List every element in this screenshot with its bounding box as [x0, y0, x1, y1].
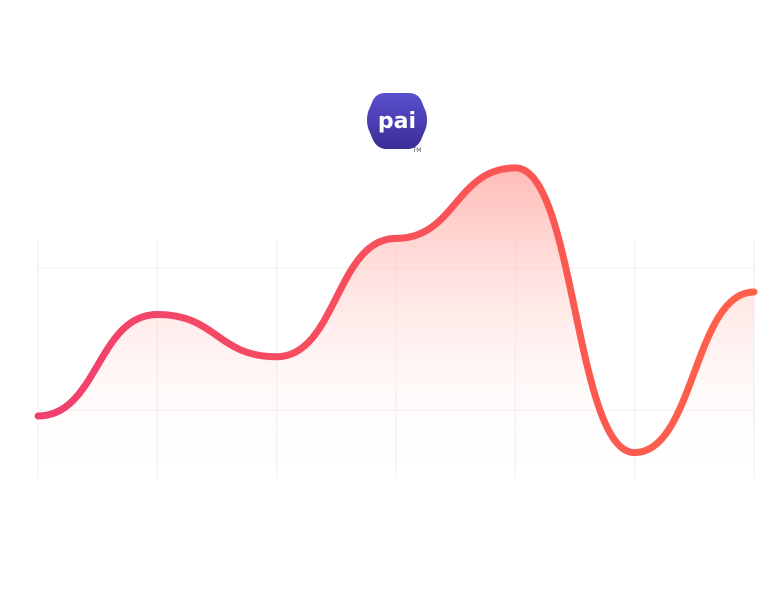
- series-line: [34, 164, 758, 457]
- logo-trademark: TM: [412, 147, 422, 154]
- logo-badge: [367, 93, 427, 149]
- logo-text: pai: [378, 109, 416, 134]
- pai-logo: pai TM: [365, 90, 429, 154]
- area-fill: [38, 167, 754, 478]
